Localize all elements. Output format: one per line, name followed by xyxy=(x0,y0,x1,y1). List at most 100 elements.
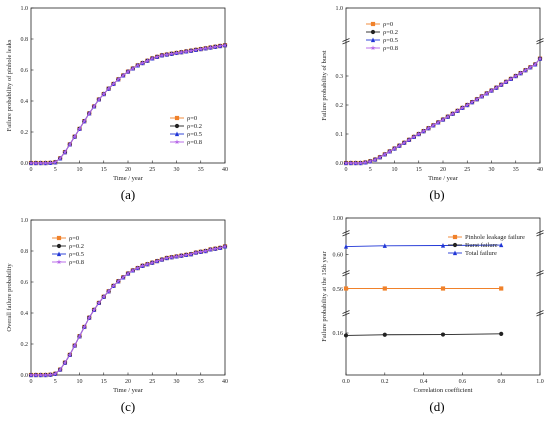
y-tick-label: 0.56 xyxy=(333,287,344,293)
legend-marker xyxy=(452,250,458,256)
data-point xyxy=(115,76,121,82)
x-tick-label: 5 xyxy=(54,167,57,173)
data-point xyxy=(357,160,364,166)
x-tick-label: 10 xyxy=(392,167,398,173)
data-point xyxy=(159,52,165,58)
data-point xyxy=(537,55,543,61)
x-tick-label: 25 xyxy=(149,167,155,173)
x-tick-label: 25 xyxy=(149,379,155,385)
plot-frame xyxy=(345,7,541,164)
data-point xyxy=(445,113,451,119)
data-point xyxy=(183,48,189,54)
axis-break-mark xyxy=(342,312,350,317)
legend-marker xyxy=(370,45,376,51)
legend-entry: ρ=0.5 xyxy=(383,37,398,44)
data-point xyxy=(454,108,461,113)
legend-marker xyxy=(174,139,180,145)
x-tick-label: 5 xyxy=(54,379,57,385)
data-point xyxy=(217,43,223,49)
y-tick-label: 1.00 xyxy=(333,216,344,222)
data-point xyxy=(101,294,107,299)
axis-break-mark xyxy=(342,232,350,237)
data-point xyxy=(212,245,218,251)
data-point xyxy=(532,61,538,67)
data-point xyxy=(173,50,180,56)
data-point xyxy=(42,372,49,378)
x-tick-label: 0.8 xyxy=(497,379,505,385)
y-tick-label: 1.0 xyxy=(336,6,344,12)
x-tick-label: 10 xyxy=(77,167,83,173)
series-3 xyxy=(343,55,543,166)
legend-marker xyxy=(56,243,62,249)
data-point xyxy=(47,371,53,377)
x-tick-label: 0.6 xyxy=(459,379,467,385)
data-point xyxy=(387,148,393,154)
data-point xyxy=(86,110,92,116)
data-point xyxy=(343,333,349,338)
legend-marker xyxy=(174,131,180,137)
y-tick-label: 0.6 xyxy=(21,280,29,286)
legend-entry: ρ=0.8 xyxy=(383,45,398,52)
series-1 xyxy=(28,244,228,378)
x-axis-label: Time / year xyxy=(113,387,144,394)
legend-entry: ρ=0 xyxy=(187,115,197,122)
data-point xyxy=(391,145,398,151)
legend-entry: ρ=0.5 xyxy=(187,131,202,138)
x-axis-label: Time / year xyxy=(428,175,459,182)
axis-break-mark xyxy=(536,40,544,45)
axis-break-mark xyxy=(342,310,350,314)
x-axis-label: Time / year xyxy=(113,175,144,182)
data-point xyxy=(62,149,68,155)
data-point xyxy=(125,270,131,276)
data-point xyxy=(139,60,146,66)
series-1 xyxy=(343,331,504,338)
data-point xyxy=(52,371,58,376)
series-line xyxy=(346,58,541,164)
data-point xyxy=(110,283,117,289)
data-point xyxy=(464,102,470,108)
data-point xyxy=(135,265,141,271)
data-point xyxy=(401,140,407,145)
data-point xyxy=(382,243,387,248)
y-axis-label: Failure probability of pinhole leaks xyxy=(6,39,13,131)
y-tick-label: 0.0 xyxy=(21,373,29,379)
legend: ρ=0ρ=0.2ρ=0.5ρ=0.8 xyxy=(170,115,202,146)
y-tick-label: 0.2 xyxy=(21,130,29,136)
y-tick-label: 0.1 xyxy=(336,132,344,138)
panel-label: (b) xyxy=(429,187,444,202)
x-tick-label: 10 xyxy=(77,379,83,385)
data-point xyxy=(343,160,349,166)
axis-break-mark xyxy=(342,272,350,277)
data-point xyxy=(499,286,504,291)
legend-marker xyxy=(174,123,180,129)
x-tick-label: 35 xyxy=(513,167,519,173)
data-point xyxy=(193,249,199,255)
series-2 xyxy=(343,242,504,249)
data-point xyxy=(38,372,44,378)
data-point xyxy=(135,62,141,68)
data-point xyxy=(203,248,209,254)
legend-entry: Pinhole leakage failure xyxy=(465,234,525,241)
data-point xyxy=(353,160,359,166)
series-line xyxy=(31,245,226,376)
axis-break-mark xyxy=(536,312,544,317)
panel-label: (c) xyxy=(121,399,135,414)
legend-entry: ρ=0.5 xyxy=(69,251,84,258)
data-point xyxy=(81,118,87,124)
y-tick-label: 1.0 xyxy=(21,6,29,12)
data-point xyxy=(96,300,102,306)
series-3 xyxy=(28,243,228,378)
axis-break-mark xyxy=(342,38,350,42)
data-point xyxy=(207,44,214,50)
data-point xyxy=(57,366,63,372)
data-point xyxy=(130,267,136,273)
axis-break-mark xyxy=(536,230,544,234)
data-point xyxy=(518,70,524,76)
data-point xyxy=(110,81,117,87)
data-point xyxy=(42,160,49,166)
plot-frame xyxy=(30,219,226,376)
data-point xyxy=(67,141,73,147)
y-axis-label: Failure probability of burst xyxy=(321,50,328,120)
legend-marker xyxy=(452,242,458,248)
data-point xyxy=(139,263,146,268)
